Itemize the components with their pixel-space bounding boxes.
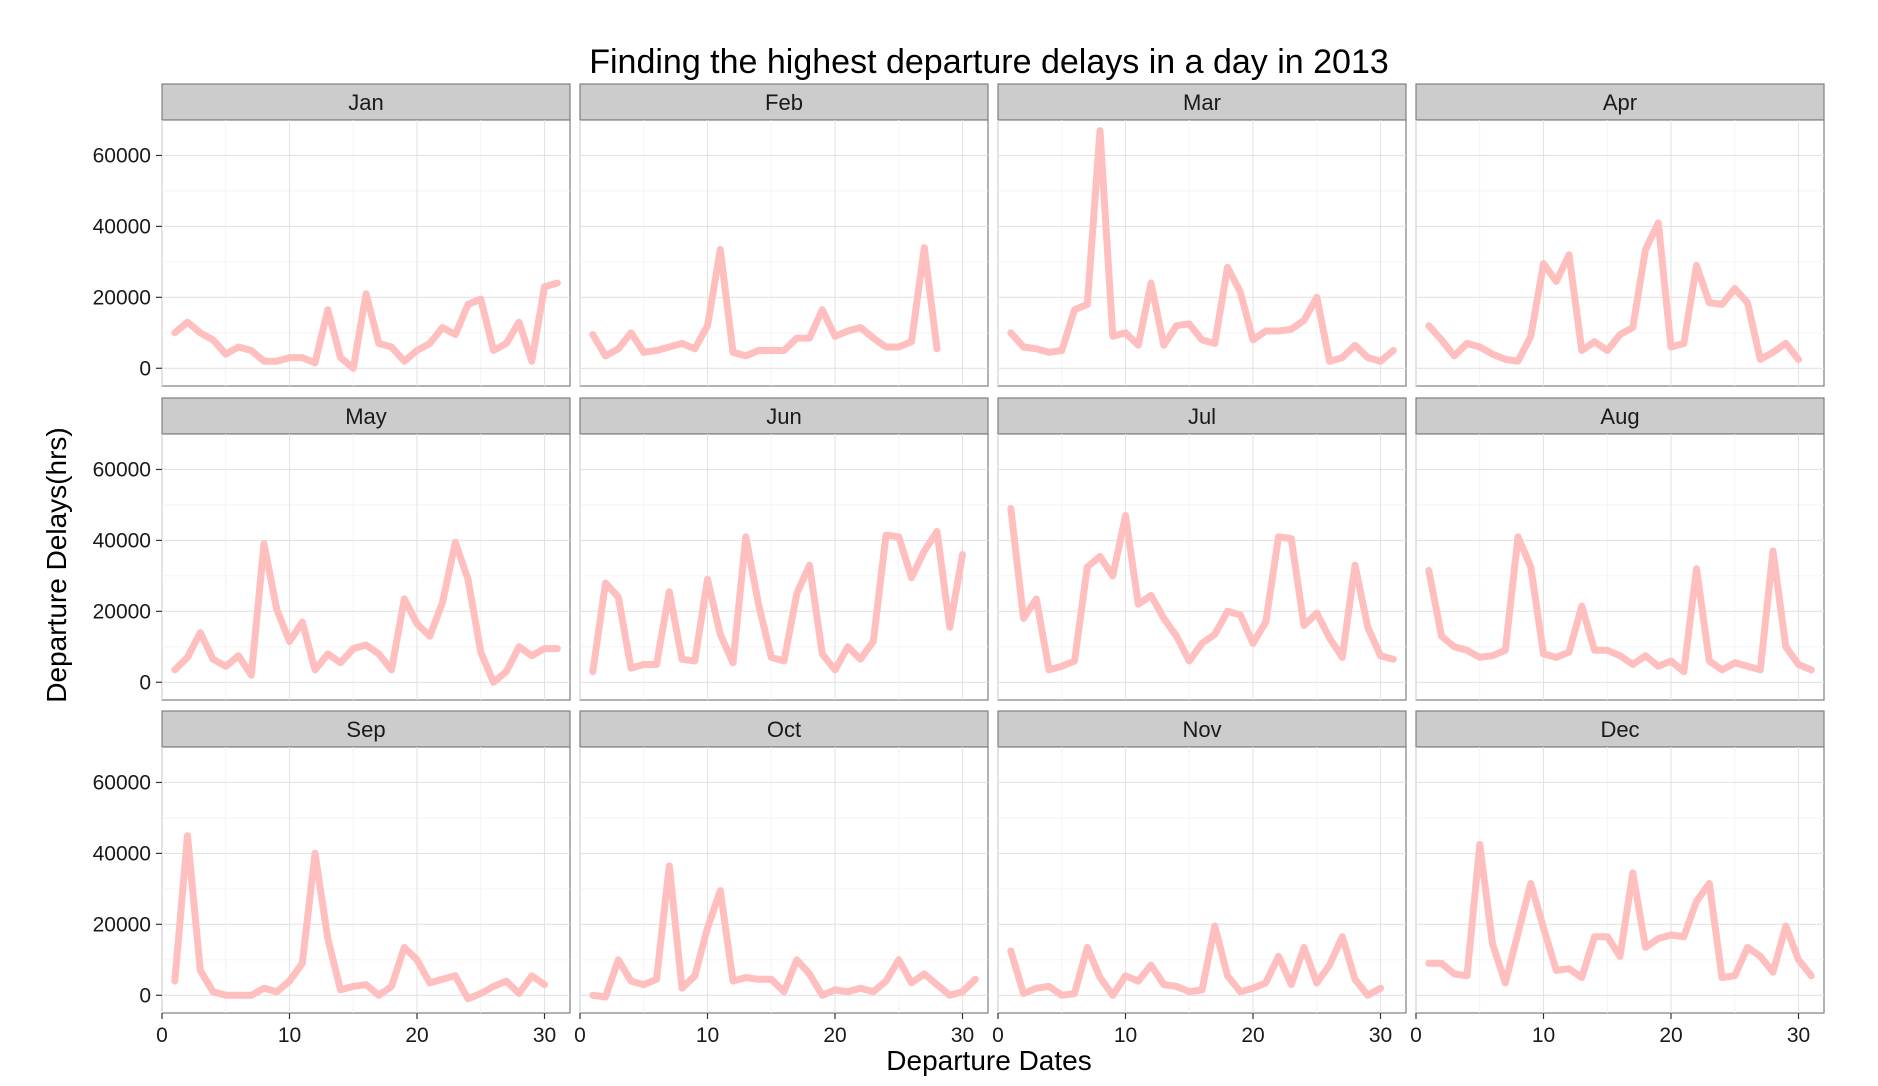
x-tick-label: 10 [1532, 1024, 1555, 1047]
facet-label-jan: Jan [348, 90, 383, 115]
facet-may: May 0 20000 40000 60000 [93, 397, 571, 701]
facet-feb: Feb [579, 83, 989, 387]
facet-label-apr: Apr [1603, 90, 1637, 115]
x-tick-label: 30 [1787, 1024, 1810, 1047]
y-tick-label: 40000 [93, 215, 151, 238]
y-tick-label: 40000 [93, 842, 151, 865]
facet-strip-dec [1415, 710, 1825, 748]
series-line-mar [1007, 127, 1397, 365]
panel-background-jul [997, 433, 1407, 701]
x-tick-label: 30 [951, 1024, 974, 1047]
facet-jan: Jan 0 20000 40000 60000 [93, 83, 571, 387]
facet-dec: Dec 0 10 20 30 [1410, 710, 1825, 1047]
x-tick-label: 0 [1410, 1024, 1422, 1047]
chart-title: Finding the highest departure delays in … [589, 43, 1389, 81]
series-line-jul [1007, 505, 1397, 674]
series-line-sep [171, 832, 548, 1003]
facet-oct: Oct 0 10 20 30 [574, 710, 989, 1047]
x-tick-label: 0 [156, 1024, 168, 1047]
y-tick-label: 20000 [93, 913, 151, 936]
facet-strip-oct [579, 710, 989, 748]
facet-strip-jun [579, 397, 989, 435]
y-tick-label: 0 [139, 357, 151, 380]
y-tick-label: 60000 [93, 771, 151, 794]
panel-background-feb [579, 119, 989, 387]
y-tick-label: 60000 [93, 458, 151, 481]
facet-nov: Nov 0 10 20 30 [992, 710, 1407, 1047]
facet-strip-may [161, 397, 571, 435]
facet-label-jun: Jun [766, 404, 801, 429]
series-line-apr [1425, 219, 1802, 365]
facet-label-sep: Sep [346, 717, 385, 742]
facet-mar: Mar [997, 83, 1407, 387]
x-tick-label: 0 [992, 1024, 1004, 1047]
y-axis-title: Departure Delays(hrs) [41, 427, 72, 702]
x-tick-label: 30 [1369, 1024, 1392, 1047]
series-line-aug [1425, 533, 1815, 676]
facet-jul: Jul [997, 397, 1407, 701]
facet-jun: Jun [579, 397, 989, 701]
facet-strip-mar [997, 83, 1407, 121]
facet-label-may: May [345, 404, 387, 429]
panel-background-mar [997, 119, 1407, 387]
facet-sep: Sep 0 20000 40000 60000 0 10 20 30 [93, 710, 571, 1047]
series-line-jan [171, 279, 561, 372]
panel-background-sep [161, 746, 571, 1014]
x-tick-label: 10 [1114, 1024, 1137, 1047]
x-tick-label: 20 [1659, 1024, 1682, 1047]
series-line-oct [589, 862, 979, 1001]
series-line-jun [589, 528, 966, 676]
panel-background-may [161, 433, 571, 701]
facet-label-feb: Feb [765, 90, 803, 115]
y-tick-label: 20000 [93, 600, 151, 623]
x-tick-label: 20 [405, 1024, 428, 1047]
facet-strip-jan [161, 83, 571, 121]
x-tick-label: 0 [574, 1024, 586, 1047]
y-tick-label: 40000 [93, 529, 151, 552]
y-tick-label: 0 [139, 671, 151, 694]
x-tick-label: 10 [696, 1024, 719, 1047]
x-tick-label: 20 [1241, 1024, 1264, 1047]
y-tick-label: 20000 [93, 286, 151, 309]
x-axis-title: Departure Dates [886, 1045, 1091, 1076]
panel-background-jan [161, 119, 571, 387]
facet-strip-apr [1415, 83, 1825, 121]
y-tick-label: 0 [139, 984, 151, 1007]
facet-strip-sep [161, 710, 571, 748]
y-tick-label: 60000 [93, 144, 151, 167]
x-tick-label: 20 [823, 1024, 846, 1047]
facet-label-mar: Mar [1183, 90, 1221, 115]
series-line-dec [1425, 841, 1815, 987]
facet-label-nov: Nov [1182, 717, 1221, 742]
series-line-nov [1007, 922, 1384, 999]
x-tick-label: 30 [533, 1024, 556, 1047]
facet-apr: Apr [1415, 83, 1825, 387]
facet-aug: Aug [1415, 397, 1825, 701]
x-tick-label: 10 [278, 1024, 301, 1047]
facet-strip-feb [579, 83, 989, 121]
series-line-may [171, 538, 561, 686]
panel-background-oct [579, 746, 989, 1014]
facet-label-jul: Jul [1188, 404, 1216, 429]
facet-label-oct: Oct [767, 717, 801, 742]
facet-strip-jul [997, 397, 1407, 435]
facet-label-dec: Dec [1600, 717, 1639, 742]
facet-label-aug: Aug [1600, 404, 1639, 429]
series-line-feb [589, 244, 941, 360]
